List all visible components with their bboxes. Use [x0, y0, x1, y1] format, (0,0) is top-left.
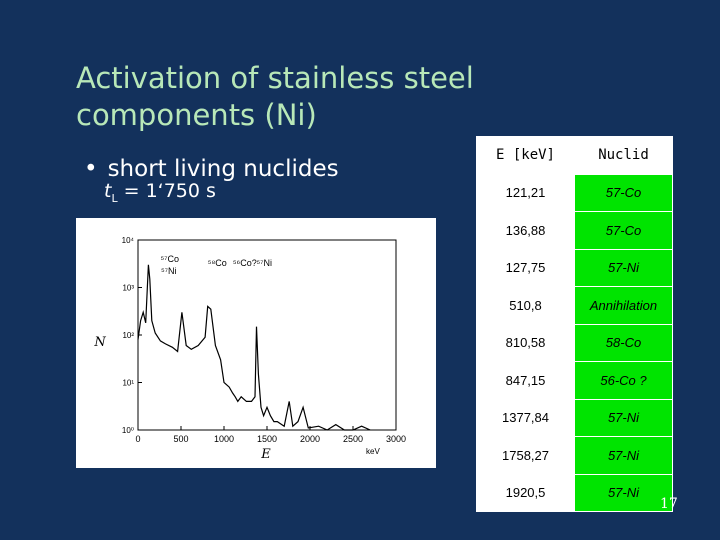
slide-title: Activation of stainless steel components…	[76, 61, 474, 132]
table-row: 510,8 Annihilation	[476, 286, 673, 325]
x-axis-unit: keV	[366, 447, 380, 456]
energy-cell: 1377,84	[476, 398, 575, 437]
energy-cell: 121,21	[476, 173, 575, 212]
x-tick-label: 500	[173, 434, 188, 444]
peak-annotation: ⁵⁷Ni	[161, 266, 177, 276]
x-tick-label: 2000	[300, 434, 320, 444]
table-row: 847,15 56-Co ?	[476, 361, 673, 400]
nuclide-table: E [keV] Nuclid 121,21 57-Co 136,88 57-Co 127…	[476, 136, 673, 512]
table-row: 1377,84 57-Ni	[476, 398, 673, 437]
time-var: t	[104, 180, 112, 202]
peak-annotation: ⁵⁸Co	[208, 258, 227, 268]
table-row: 810,58 58-Co	[476, 323, 673, 362]
header-nuclide: Nuclid	[574, 136, 673, 175]
spectrum-plot: 0 500 1000 1500 2000 2500 3000 10⁰ 10¹ 10² 10³ 10⁴ E…	[76, 218, 436, 468]
table-row: 121,21 57-Co	[476, 173, 673, 212]
x-tick-label: 0	[135, 434, 140, 444]
table-row: 1758,27 57-Ni	[476, 436, 673, 475]
x-tick-label: 3000	[386, 434, 406, 444]
peak-annotation: ⁵⁷Ni	[257, 258, 273, 268]
y-tick-label: 10¹	[122, 379, 134, 388]
table-row: 1920,5 57-Ni	[476, 473, 673, 512]
bullet-icon: •	[84, 156, 98, 182]
time-sub: L	[111, 191, 118, 205]
energy-cell: 127,75	[476, 248, 575, 287]
x-tick-label: 1500	[257, 434, 277, 444]
time-label: tL = 1‘750 s	[104, 180, 216, 205]
bullet-item: • short living nuclides	[84, 156, 339, 182]
y-tick-label: 10⁰	[122, 426, 134, 435]
table-row: 136,88 57-Co	[476, 211, 673, 250]
plot-frame	[137, 239, 397, 431]
nuclide-cell: 57-Ni	[574, 398, 673, 437]
nuclide-cell: 57-Ni	[574, 436, 673, 475]
peak-annotation: ⁵⁶Co?	[233, 258, 257, 268]
spectrum-line	[137, 264, 371, 431]
energy-cell: 810,58	[476, 323, 575, 362]
energy-cell: 847,15	[476, 361, 575, 400]
nuclide-cell: 56-Co ?	[574, 361, 673, 400]
table-header-row: E [keV] Nuclid	[476, 136, 673, 175]
time-value: = 1‘750 s	[117, 180, 216, 202]
y-tick-label: 10²	[122, 331, 134, 340]
y-tick-label: 10⁴	[122, 236, 135, 245]
energy-cell: 136,88	[476, 211, 575, 250]
energy-cell: 510,8	[476, 286, 575, 325]
nuclide-cell: 57-Ni	[574, 248, 673, 287]
spectrum-chart: 0 500 1000 1500 2000 2500 3000 10⁰ 10¹ 10² 10³ 10⁴ E…	[93, 236, 406, 462]
x-axis-label: E	[260, 447, 271, 462]
peak-annotation: ⁵⁷Co	[160, 254, 179, 264]
y-axis-label: N	[93, 335, 106, 350]
nuclide-cell: 57-Co	[574, 211, 673, 250]
table-row: 127,75 57-Ni	[476, 248, 673, 287]
energy-cell: 1758,27	[476, 436, 575, 475]
y-tick-label: 10³	[122, 284, 134, 293]
nuclide-cell: 57-Co	[574, 173, 673, 212]
page-number: 17	[660, 496, 678, 512]
header-energy: E [keV]	[476, 136, 575, 175]
nuclide-cell: Annihilation	[574, 286, 673, 325]
energy-cell: 1920,5	[476, 473, 575, 512]
x-tick-label: 1000	[214, 434, 234, 444]
x-tick-label: 2500	[343, 434, 363, 444]
nuclide-cell: 58-Co	[574, 323, 673, 362]
bullet-text: short living nuclides	[107, 156, 339, 182]
nuclide-cell: 57-Ni	[574, 473, 673, 512]
